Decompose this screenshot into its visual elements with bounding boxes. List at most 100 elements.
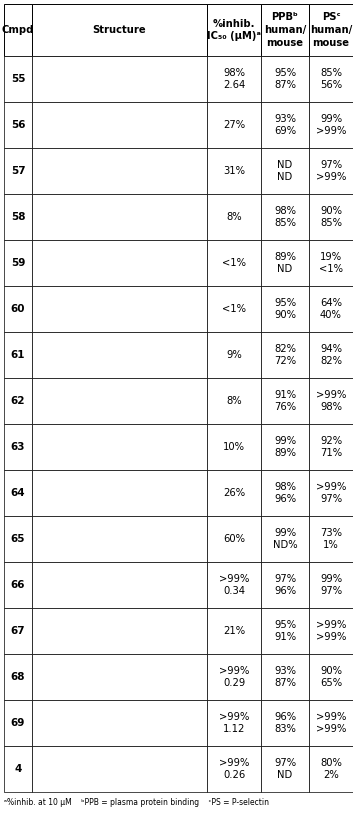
Bar (207, 608, 261, 654)
Text: 97%
96%: 97% 96% (274, 574, 296, 596)
Bar (4, 562, 32, 608)
Text: 93%
87%: 93% 87% (274, 666, 296, 688)
Text: 62: 62 (11, 396, 25, 406)
Bar (4, 700, 32, 746)
Bar (309, 700, 353, 746)
Text: 90%
65%: 90% 65% (320, 666, 342, 688)
Bar (207, 654, 261, 700)
Text: 4: 4 (14, 764, 22, 774)
Bar (309, 240, 353, 286)
Bar (207, 148, 261, 194)
Text: PPBᵇ
human/
mouse: PPBᵇ human/ mouse (264, 12, 306, 47)
Text: 90%
85%: 90% 85% (320, 206, 342, 228)
Text: 56: 56 (11, 120, 25, 130)
Text: Cmpd: Cmpd (2, 25, 34, 35)
Text: 61: 61 (11, 350, 25, 360)
Text: 19%
<1%: 19% <1% (319, 252, 343, 274)
Bar (309, 746, 353, 792)
Bar (261, 470, 309, 516)
Text: 95%
87%: 95% 87% (274, 67, 296, 91)
Text: >99%
0.29: >99% 0.29 (219, 666, 249, 688)
Text: 98%
2.64: 98% 2.64 (223, 67, 245, 91)
Bar (4, 378, 32, 424)
Bar (309, 654, 353, 700)
Bar (261, 332, 309, 378)
Text: 68: 68 (11, 672, 25, 682)
Text: 58: 58 (11, 212, 25, 222)
Bar (32, 148, 207, 194)
Bar (4, 4, 32, 56)
Text: 95%
90%: 95% 90% (274, 297, 296, 321)
Text: >99%
>99%: >99% >99% (316, 620, 346, 642)
Bar (4, 56, 32, 102)
Bar (207, 102, 261, 148)
Text: 57: 57 (11, 166, 25, 176)
Bar (32, 240, 207, 286)
Text: 73%
1%: 73% 1% (320, 527, 342, 551)
Text: ᵃ%inhib. at 10 μM    ᵇPPB = plasma protein binding    ᶜPS = P-selectin: ᵃ%inhib. at 10 μM ᵇPPB = plasma protein … (4, 798, 269, 807)
Bar (4, 746, 32, 792)
Text: 99%
ND%: 99% ND% (273, 527, 297, 551)
Bar (4, 286, 32, 332)
Text: 8%: 8% (226, 396, 242, 406)
Bar (261, 148, 309, 194)
Text: 92%
71%: 92% 71% (320, 436, 342, 458)
Text: 95%
91%: 95% 91% (274, 620, 296, 642)
Bar (261, 608, 309, 654)
Bar (309, 562, 353, 608)
Text: 10%: 10% (223, 442, 245, 452)
Bar (261, 286, 309, 332)
Text: 85%
56%: 85% 56% (320, 67, 342, 91)
Text: 60%: 60% (223, 534, 245, 544)
Bar (261, 194, 309, 240)
Text: 60: 60 (11, 304, 25, 314)
Text: 31%: 31% (223, 166, 245, 176)
Bar (309, 148, 353, 194)
Bar (32, 470, 207, 516)
Text: 67: 67 (11, 626, 25, 636)
Bar (261, 424, 309, 470)
Bar (207, 332, 261, 378)
Bar (207, 194, 261, 240)
Bar (4, 148, 32, 194)
Bar (309, 194, 353, 240)
Bar (32, 654, 207, 700)
Text: 8%: 8% (226, 212, 242, 222)
Bar (207, 56, 261, 102)
Text: >99%
0.26: >99% 0.26 (219, 757, 249, 781)
Text: 97%
ND: 97% ND (274, 757, 296, 781)
Bar (207, 424, 261, 470)
Bar (207, 746, 261, 792)
Bar (309, 608, 353, 654)
Bar (32, 378, 207, 424)
Text: >99%
>99%: >99% >99% (316, 711, 346, 735)
Bar (207, 516, 261, 562)
Text: 80%
2%: 80% 2% (320, 757, 342, 781)
Bar (309, 332, 353, 378)
Bar (207, 470, 261, 516)
Bar (309, 286, 353, 332)
Bar (32, 608, 207, 654)
Bar (309, 378, 353, 424)
Text: >99%
0.34: >99% 0.34 (219, 574, 249, 596)
Text: 64: 64 (11, 488, 25, 498)
Text: >99%
98%: >99% 98% (316, 390, 346, 412)
Bar (261, 378, 309, 424)
Bar (4, 194, 32, 240)
Bar (32, 56, 207, 102)
Bar (4, 470, 32, 516)
Bar (261, 654, 309, 700)
Bar (4, 424, 32, 470)
Text: 59: 59 (11, 258, 25, 268)
Text: %inhib.
IC₅₀ (μM)ᵃ: %inhib. IC₅₀ (μM)ᵃ (207, 18, 261, 42)
Text: 9%: 9% (226, 350, 242, 360)
Bar (309, 516, 353, 562)
Bar (309, 470, 353, 516)
Text: >99%
1.12: >99% 1.12 (219, 711, 249, 735)
Text: 97%
>99%: 97% >99% (316, 160, 346, 182)
Bar (32, 286, 207, 332)
Bar (261, 746, 309, 792)
Bar (207, 378, 261, 424)
Text: >99%
97%: >99% 97% (316, 481, 346, 505)
Text: 99%
89%: 99% 89% (274, 436, 296, 458)
